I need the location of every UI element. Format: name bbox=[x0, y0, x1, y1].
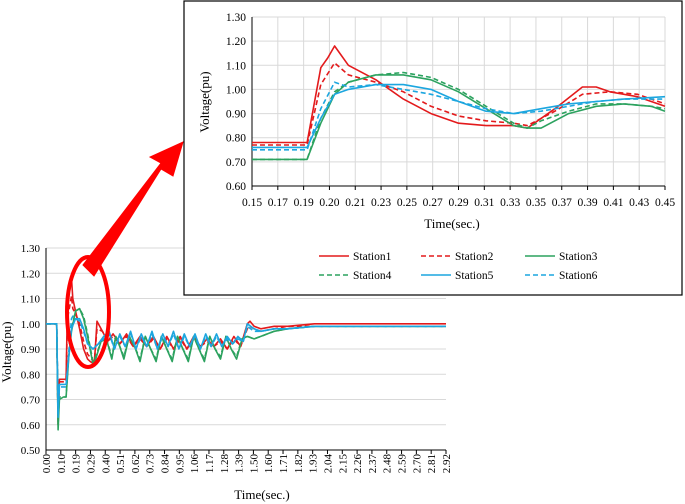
main-x-tick-label: 0.40 bbox=[100, 454, 112, 474]
main-y-tick-label: 1.00 bbox=[21, 319, 41, 331]
inset-x-tick-label: 0.35 bbox=[526, 197, 546, 209]
inset-x-tick-label: 0.33 bbox=[500, 197, 520, 209]
main-x-tick-label: 2.26 bbox=[352, 454, 364, 474]
inset-x-tick-label: 0.29 bbox=[448, 197, 468, 209]
main-series-station6 bbox=[46, 315, 446, 419]
main-series-station2 bbox=[46, 295, 446, 421]
main-x-tick-label: 2.92 bbox=[441, 454, 453, 473]
main-x-tick-label: 1.82 bbox=[293, 454, 305, 473]
inset-axes bbox=[251, 17, 666, 190]
main-y-axis-label: Voltage(pu) bbox=[0, 321, 14, 382]
zoom-arrow bbox=[82, 141, 184, 277]
inset-x-tick-label: 0.19 bbox=[294, 197, 314, 209]
main-x-tick-label: 1.06 bbox=[189, 454, 201, 474]
main-x-tick-label: 2.04 bbox=[322, 454, 334, 474]
main-series-station1 bbox=[46, 277, 446, 426]
main-series-station4 bbox=[46, 307, 446, 426]
main-x-tick-label: 0.29 bbox=[85, 454, 97, 474]
inset-x-tick-label: 0.23 bbox=[371, 197, 391, 209]
main-x-tick-label: 2.59 bbox=[397, 454, 409, 474]
main-x-tick-label: 0.00 bbox=[41, 454, 53, 474]
main-x-tick-label: 2.48 bbox=[382, 454, 394, 474]
main-x-tick-label: 0.10 bbox=[56, 454, 68, 474]
main-x-tick-label: 2.15 bbox=[337, 454, 349, 474]
inset-x-tick-label: 0.43 bbox=[629, 197, 649, 209]
inset-x-tick-label: 0.39 bbox=[578, 197, 598, 209]
legend-label-station1: Station1 bbox=[353, 251, 392, 263]
main-x-tick-labels: 0.00 0.10 0.19 0.29 0.40 0.51 0.62 0.73 0.84 0.95… bbox=[41, 454, 453, 474]
inset-y-tick-label: 0.60 bbox=[226, 181, 246, 193]
main-x-tick-label: 1.39 bbox=[234, 454, 246, 474]
main-y-tick-label: 0.90 bbox=[21, 344, 41, 356]
main-x-tick-label: 2.81 bbox=[426, 454, 438, 473]
main-series bbox=[46, 277, 446, 431]
inset-series bbox=[252, 45, 666, 161]
main-x-tick-label: 2.70 bbox=[411, 454, 423, 474]
inset-series-station4 bbox=[252, 71, 666, 161]
legend-label-station4: Station4 bbox=[353, 270, 392, 282]
legend: Station1 Station2 Station3 Station4 Station5… bbox=[319, 251, 598, 282]
main-y-tick-label: 1.20 bbox=[21, 268, 41, 280]
inset-y-tick-labels: 0.60 0.70 0.80 0.90 1.00 1.10 1.20 1.30 bbox=[226, 12, 246, 193]
inset-x-tick-label: 0.20 bbox=[319, 197, 339, 209]
main-y-tick-label: 0.50 bbox=[21, 445, 41, 457]
main-x-axis-label: Time(sec.) bbox=[234, 487, 290, 502]
inset-y-tick-label: 1.00 bbox=[226, 84, 246, 96]
inset-x-tick-label: 0.15 bbox=[242, 197, 262, 209]
legend-label-station6: Station6 bbox=[559, 270, 598, 282]
inset-x-tick-labels: 0.15 0.17 0.19 0.20 0.21 0.23 0.25 0.27 0.29 0.31… bbox=[242, 197, 675, 209]
inset-x-tick-label: 0.45 bbox=[655, 197, 675, 209]
inset-y-tick-label: 0.70 bbox=[226, 157, 246, 169]
main-x-tick-label: 0.19 bbox=[71, 454, 83, 474]
main-axes bbox=[45, 248, 447, 454]
inset-x-tick-label: 0.41 bbox=[603, 197, 623, 209]
inset-series-station6 bbox=[252, 81, 665, 151]
inset-x-tick-label: 0.25 bbox=[397, 197, 417, 209]
inset-chart: 0.600.700.800.901.001.101.201.30 0.15 0.1… bbox=[197, 12, 675, 282]
inset-y-tick-label: 1.30 bbox=[226, 12, 246, 24]
inset-series-station1 bbox=[252, 45, 666, 144]
main-x-tick-label: 1.60 bbox=[263, 454, 275, 474]
main-y-tick-label: 0.80 bbox=[21, 369, 41, 381]
main-x-tick-label: 2.37 bbox=[367, 454, 379, 474]
main-y-tick-label: 0.70 bbox=[21, 395, 41, 407]
inset-grid bbox=[252, 16, 666, 186]
inset-y-tick-label: 0.80 bbox=[226, 133, 246, 145]
main-y-tick-label: 0.60 bbox=[21, 420, 41, 432]
inset-series-station5 bbox=[252, 83, 666, 149]
legend-label-station2: Station2 bbox=[455, 251, 494, 263]
main-x-tick-label: 1.71 bbox=[278, 454, 290, 473]
main-x-tick-label: 0.51 bbox=[115, 454, 127, 473]
main-x-tick-label: 1.93 bbox=[308, 454, 320, 474]
main-y-tick-label: 1.10 bbox=[21, 294, 41, 306]
main-x-tick-label: 1.50 bbox=[248, 454, 260, 474]
main-x-tick-label: 0.73 bbox=[145, 454, 157, 474]
inset-x-tick-label: 0.37 bbox=[552, 197, 572, 209]
main-x-tick-label: 1.28 bbox=[219, 454, 231, 474]
inset-x-axis-label: Time(sec.) bbox=[424, 216, 480, 231]
inset-y-tick-label: 0.90 bbox=[226, 109, 246, 121]
main-x-tick-label: 0.62 bbox=[130, 454, 142, 473]
inset-x-tick-label: 0.21 bbox=[345, 197, 365, 209]
main-y-tick-labels: 0.50 0.60 0.70 0.80 0.90 1.00 1.10 1.20 1.30 bbox=[21, 243, 41, 457]
main-x-tick-label: 1.17 bbox=[204, 454, 216, 474]
inset-x-tick-label: 0.17 bbox=[268, 197, 288, 209]
inset-y-tick-label: 1.10 bbox=[226, 60, 246, 72]
main-chart: 0.50 0.60 0.70 0.80 0.90 1.00 1.10 1.20 1.30 0.0… bbox=[0, 243, 453, 502]
inset-y-tick-label: 1.20 bbox=[226, 36, 246, 48]
main-x-tick-label: 0.95 bbox=[174, 454, 186, 474]
inset-x-tick-label: 0.31 bbox=[474, 197, 494, 209]
inset-x-tick-label: 0.27 bbox=[423, 197, 443, 209]
main-y-tick-label: 1.30 bbox=[21, 243, 41, 255]
legend-label-station3: Station3 bbox=[559, 251, 598, 263]
inset-y-axis-label: Voltage(pu) bbox=[197, 71, 212, 132]
highlight-ellipse bbox=[65, 255, 111, 369]
legend-label-station5: Station5 bbox=[455, 270, 494, 282]
main-x-tick-label: 0.84 bbox=[160, 454, 172, 474]
